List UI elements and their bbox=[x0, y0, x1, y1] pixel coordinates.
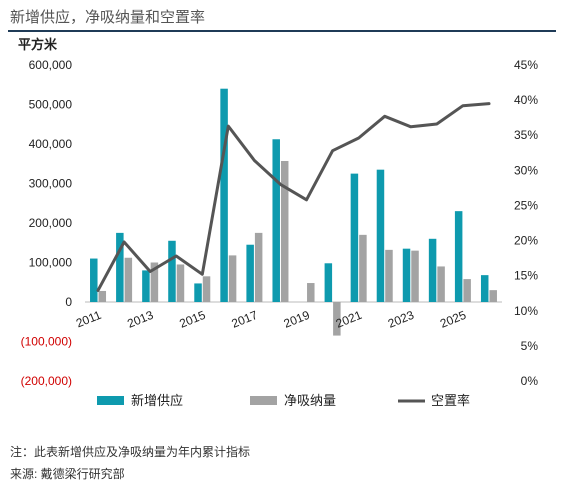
x-tick-label: 2013 bbox=[125, 308, 155, 331]
bar-new-supply bbox=[90, 258, 98, 302]
bars bbox=[90, 88, 497, 336]
bar-new-supply bbox=[376, 169, 385, 302]
y2-tick-label: 20% bbox=[514, 234, 538, 248]
x-axis: 2011 2013 2015 2017 2019 2021 2023 2025 bbox=[74, 308, 468, 331]
title-divider bbox=[8, 30, 556, 32]
bar-net-absorption bbox=[333, 302, 341, 336]
y-tick-label: 300,000 bbox=[29, 177, 73, 191]
legend: 新增供应 净吸纳量 空置率 bbox=[97, 393, 470, 408]
bar-net-absorption bbox=[98, 290, 107, 302]
bar-new-supply bbox=[116, 232, 124, 302]
bar-new-supply bbox=[142, 270, 150, 302]
bar-net-absorption bbox=[150, 262, 159, 302]
bar-net-absorption bbox=[359, 234, 367, 302]
bar-net-absorption bbox=[124, 257, 133, 302]
legend-label-net-absorption: 净吸纳量 bbox=[284, 393, 336, 408]
bar-net-absorption bbox=[411, 250, 419, 302]
footnote: 注：此表新增供应及净吸纳量为年内累计指标 bbox=[10, 445, 251, 459]
bar-new-supply bbox=[324, 263, 333, 302]
bar-new-supply bbox=[272, 139, 280, 302]
bar-new-supply bbox=[194, 283, 202, 302]
y-tick-label: (100,000) bbox=[21, 335, 72, 349]
x-tick-label: 2019 bbox=[282, 308, 312, 331]
bar-net-absorption bbox=[254, 232, 263, 302]
y-tick-label: 500,000 bbox=[29, 98, 73, 112]
legend-swatch-new-supply bbox=[97, 396, 124, 405]
x-tick-label: 2011 bbox=[74, 308, 103, 331]
x-tick-label: 2017 bbox=[230, 308, 260, 331]
bar-net-absorption bbox=[385, 249, 393, 302]
y2-tick-label: 10% bbox=[514, 304, 538, 318]
bar-net-absorption bbox=[307, 283, 315, 302]
bar-net-absorption bbox=[463, 279, 471, 302]
bar-new-supply bbox=[220, 88, 228, 302]
bar-net-absorption bbox=[228, 255, 237, 302]
y2-tick-label: 40% bbox=[514, 93, 538, 107]
y-tick-label: 200,000 bbox=[29, 216, 73, 230]
chart: (200,000) (100,000) 0 100,000 200,000 300,000… bbox=[18, 37, 538, 408]
y-tick-label: 400,000 bbox=[29, 137, 73, 151]
y2-tick-label: 0% bbox=[521, 374, 539, 388]
right-axis: 0% 5% 10% 15% 20% 25% 30% 35% 40% 45% bbox=[514, 58, 538, 388]
y-tick-label: 600,000 bbox=[29, 58, 73, 72]
y2-tick-label: 30% bbox=[514, 163, 538, 177]
x-tick-label: 2023 bbox=[386, 308, 416, 331]
y2-tick-label: 15% bbox=[514, 269, 538, 283]
x-tick-label: 2025 bbox=[438, 308, 468, 331]
bar-new-supply bbox=[428, 238, 437, 302]
y2-tick-label: 45% bbox=[514, 58, 538, 72]
x-tick-label: 2015 bbox=[177, 308, 207, 331]
legend-label-vacancy: 空置率 bbox=[431, 393, 470, 408]
y-axis-unit: 平方米 bbox=[18, 37, 58, 52]
bar-new-supply bbox=[480, 275, 489, 302]
y2-tick-label: 25% bbox=[514, 198, 538, 212]
y-tick-label: (200,000) bbox=[21, 374, 72, 388]
y2-tick-label: 35% bbox=[514, 128, 538, 142]
chart-title: 新增供应，净吸纳量和空置率 bbox=[10, 9, 206, 26]
legend-swatch-net-absorption bbox=[250, 396, 277, 405]
bar-new-supply bbox=[350, 173, 359, 302]
bar-net-absorption bbox=[437, 266, 445, 302]
bar-new-supply bbox=[168, 240, 176, 302]
vacancy-line bbox=[96, 102, 491, 292]
bar-net-absorption bbox=[489, 290, 497, 302]
bar-new-supply bbox=[454, 211, 463, 302]
bar-net-absorption bbox=[202, 276, 211, 302]
bar-net-absorption bbox=[280, 160, 289, 302]
y-tick-label: 0 bbox=[65, 295, 72, 309]
legend-label-new-supply: 新增供应 bbox=[131, 393, 183, 408]
left-axis: (200,000) (100,000) 0 100,000 200,000 300,000… bbox=[21, 58, 73, 388]
source-line: 来源: 戴德梁行研究部 bbox=[10, 467, 125, 481]
bar-new-supply bbox=[402, 248, 411, 302]
bar-new-supply bbox=[246, 244, 254, 302]
bar-net-absorption bbox=[176, 264, 185, 302]
vacancy-line-series bbox=[96, 102, 491, 292]
y-tick-label: 100,000 bbox=[29, 256, 73, 270]
y2-tick-label: 5% bbox=[521, 339, 539, 353]
